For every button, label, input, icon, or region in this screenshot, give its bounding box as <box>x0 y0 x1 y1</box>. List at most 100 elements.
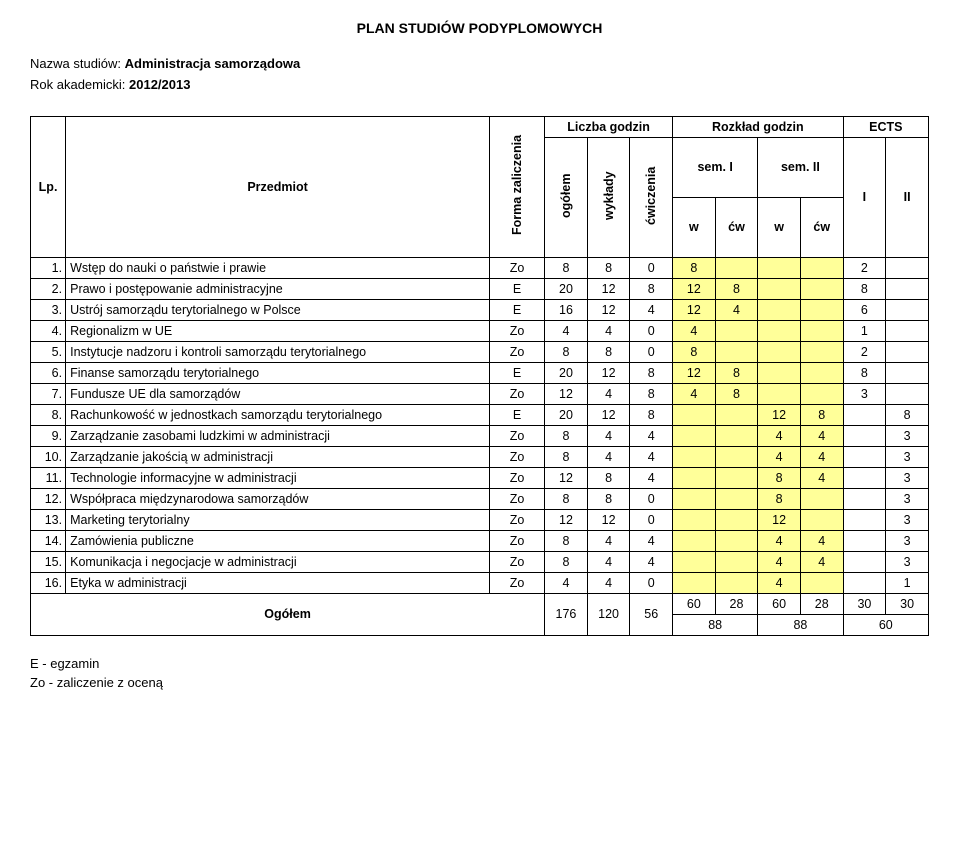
cell-e1: 1 <box>843 320 886 341</box>
table-row: 3.Ustrój samorządu terytorialnego w Pols… <box>31 299 929 320</box>
cell-og: 20 <box>545 404 588 425</box>
cell-w: 12 <box>587 509 630 530</box>
cell-e2 <box>886 257 929 278</box>
cell-s1w: 8 <box>673 257 716 278</box>
cell-form: Zo <box>489 530 544 551</box>
cell-lp: 10. <box>31 446 66 467</box>
cell-s2w <box>758 362 801 383</box>
hdr-ects-2: II <box>886 137 929 257</box>
cell-subject: Zarządzanie jakością w administracji <box>66 446 490 467</box>
table-row: 5.Instytucje nadzoru i kontroli samorząd… <box>31 341 929 362</box>
cell-e2 <box>886 341 929 362</box>
cell-w: 12 <box>587 299 630 320</box>
cell-og: 4 <box>545 572 588 593</box>
cell-s2w <box>758 278 801 299</box>
cell-subject: Instytucje nadzoru i kontroli samorządu … <box>66 341 490 362</box>
total-s1c: 28 <box>715 593 758 614</box>
cell-form: E <box>489 362 544 383</box>
cell-s1c <box>715 425 758 446</box>
cell-s1w: 4 <box>673 320 716 341</box>
cell-e1 <box>843 488 886 509</box>
cell-e1 <box>843 509 886 530</box>
cell-s1c <box>715 404 758 425</box>
cell-e2 <box>886 362 929 383</box>
cell-s2c <box>800 278 843 299</box>
total-s1w: 60 <box>673 593 716 614</box>
cell-cw: 4 <box>630 467 673 488</box>
cell-e2 <box>886 383 929 404</box>
cell-s1c <box>715 509 758 530</box>
cell-lp: 14. <box>31 530 66 551</box>
cell-e2: 3 <box>886 488 929 509</box>
cell-s2w <box>758 341 801 362</box>
cell-s1w <box>673 509 716 530</box>
cell-s1c <box>715 446 758 467</box>
cell-og: 8 <box>545 341 588 362</box>
table-row: 12.Współpraca międzynarodowa samorządówZ… <box>31 488 929 509</box>
cell-cw: 4 <box>630 425 673 446</box>
cell-w: 4 <box>587 551 630 572</box>
cell-s1c: 8 <box>715 383 758 404</box>
cell-form: E <box>489 278 544 299</box>
cell-form: Zo <box>489 551 544 572</box>
cell-subject: Wstęp do nauki o państwie i prawie <box>66 257 490 278</box>
hdr-ogolem: ogółem <box>545 137 588 257</box>
table-row: 14.Zamówienia publiczneZo844443 <box>31 530 929 551</box>
cell-cw: 4 <box>630 446 673 467</box>
cell-lp: 2. <box>31 278 66 299</box>
cell-subject: Rachunkowość w jednostkach samorządu ter… <box>66 404 490 425</box>
name-value: Administracja samorządowa <box>125 56 301 71</box>
cell-og: 8 <box>545 425 588 446</box>
cell-cw: 4 <box>630 530 673 551</box>
cell-s2c <box>800 257 843 278</box>
cell-og: 20 <box>545 278 588 299</box>
cell-w: 8 <box>587 488 630 509</box>
hdr-sem1: sem. I <box>673 137 758 197</box>
year-label: Rok akademicki: <box>30 77 125 92</box>
cell-w: 4 <box>587 572 630 593</box>
cell-s1w <box>673 404 716 425</box>
cell-e1 <box>843 572 886 593</box>
cell-form: Zo <box>489 425 544 446</box>
cell-og: 16 <box>545 299 588 320</box>
cell-cw: 0 <box>630 572 673 593</box>
cell-s1c <box>715 257 758 278</box>
hdr-rozklad: Rozkład godzin <box>673 116 844 137</box>
cell-s1c <box>715 341 758 362</box>
cell-s2w <box>758 299 801 320</box>
total-e2: 30 <box>886 593 929 614</box>
cell-e2: 3 <box>886 551 929 572</box>
legend-e: E - egzamin <box>30 654 929 674</box>
cell-e1 <box>843 530 886 551</box>
total-s2w: 60 <box>758 593 801 614</box>
cell-cw: 0 <box>630 488 673 509</box>
table-row: 10.Zarządzanie jakością w administracjiZ… <box>31 446 929 467</box>
cell-s1w: 12 <box>673 299 716 320</box>
cell-e2: 3 <box>886 425 929 446</box>
cell-s1w <box>673 488 716 509</box>
cell-e1 <box>843 404 886 425</box>
cell-s1c <box>715 551 758 572</box>
cell-e2 <box>886 320 929 341</box>
hdr-ects-1: I <box>843 137 886 257</box>
cell-s2w: 12 <box>758 404 801 425</box>
cell-s2c: 4 <box>800 425 843 446</box>
cell-s1c <box>715 488 758 509</box>
cell-s1w <box>673 530 716 551</box>
cell-w: 4 <box>587 446 630 467</box>
table-row: 4.Regionalizm w UEZo44041 <box>31 320 929 341</box>
cell-lp: 3. <box>31 299 66 320</box>
cell-s2w <box>758 320 801 341</box>
cell-s1c <box>715 467 758 488</box>
cell-s2c: 4 <box>800 467 843 488</box>
cell-s2w: 4 <box>758 446 801 467</box>
cell-e1: 2 <box>843 257 886 278</box>
cell-cw: 8 <box>630 383 673 404</box>
cell-lp: 16. <box>31 572 66 593</box>
cell-e2: 3 <box>886 446 929 467</box>
cell-s2c <box>800 299 843 320</box>
total-cw: 56 <box>630 593 673 635</box>
cell-lp: 11. <box>31 467 66 488</box>
cell-form: Zo <box>489 341 544 362</box>
cell-s2w: 8 <box>758 488 801 509</box>
